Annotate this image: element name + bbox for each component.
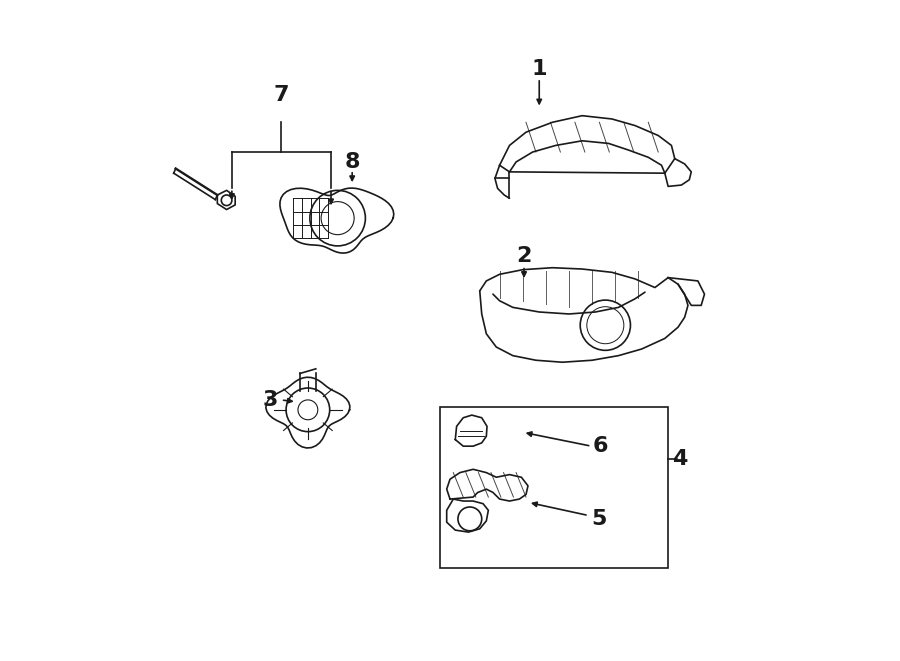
Text: 3: 3 — [263, 390, 278, 410]
Text: 6: 6 — [593, 436, 608, 456]
Text: 8: 8 — [345, 152, 360, 172]
Text: 4: 4 — [672, 449, 688, 469]
Text: 2: 2 — [517, 247, 532, 266]
Text: 1: 1 — [532, 59, 547, 79]
Bar — [440, 407, 668, 568]
Text: 7: 7 — [274, 85, 289, 104]
Text: 5: 5 — [591, 509, 607, 529]
